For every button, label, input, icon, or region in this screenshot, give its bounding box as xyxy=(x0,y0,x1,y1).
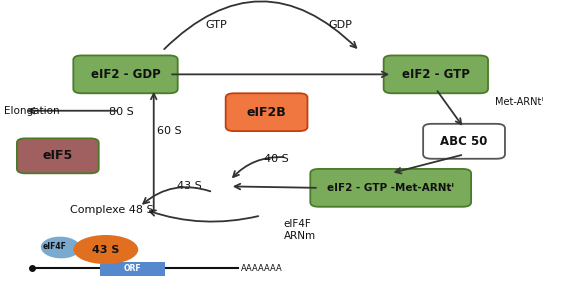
FancyBboxPatch shape xyxy=(226,93,307,131)
Text: GTP: GTP xyxy=(205,20,227,30)
Text: 43 S: 43 S xyxy=(177,181,202,191)
Text: Elongation: Elongation xyxy=(4,106,60,116)
FancyBboxPatch shape xyxy=(310,169,471,207)
Text: AAAAAAA: AAAAAAA xyxy=(241,264,283,273)
Text: 40 S: 40 S xyxy=(264,154,289,164)
Text: eIF2 - GDP: eIF2 - GDP xyxy=(91,68,160,81)
Text: eIF2 - GTP: eIF2 - GTP xyxy=(402,68,470,81)
FancyBboxPatch shape xyxy=(384,56,488,93)
FancyBboxPatch shape xyxy=(423,124,505,159)
Ellipse shape xyxy=(41,237,81,258)
Text: 43 S: 43 S xyxy=(92,245,120,255)
FancyBboxPatch shape xyxy=(100,262,165,276)
Text: eIF4F: eIF4F xyxy=(284,219,311,229)
Text: Met-ARNtᴵ: Met-ARNtᴵ xyxy=(495,97,543,107)
FancyBboxPatch shape xyxy=(73,56,177,93)
Text: GDP: GDP xyxy=(328,20,352,30)
Text: ABC 50: ABC 50 xyxy=(441,135,488,148)
FancyBboxPatch shape xyxy=(17,138,99,173)
Text: eIF5: eIF5 xyxy=(43,149,73,162)
Text: 60 S: 60 S xyxy=(156,126,181,136)
Ellipse shape xyxy=(73,235,138,264)
Text: eIF2 - GTP -Met-ARNtᴵ: eIF2 - GTP -Met-ARNtᴵ xyxy=(327,183,454,193)
Text: eIF4F: eIF4F xyxy=(43,242,67,250)
Text: Complexe 48 S: Complexe 48 S xyxy=(70,205,153,215)
Text: ARNm: ARNm xyxy=(284,231,316,241)
Text: eIF2B: eIF2B xyxy=(247,106,286,119)
Text: ORF: ORF xyxy=(124,264,141,273)
Text: 80 S: 80 S xyxy=(109,107,134,117)
